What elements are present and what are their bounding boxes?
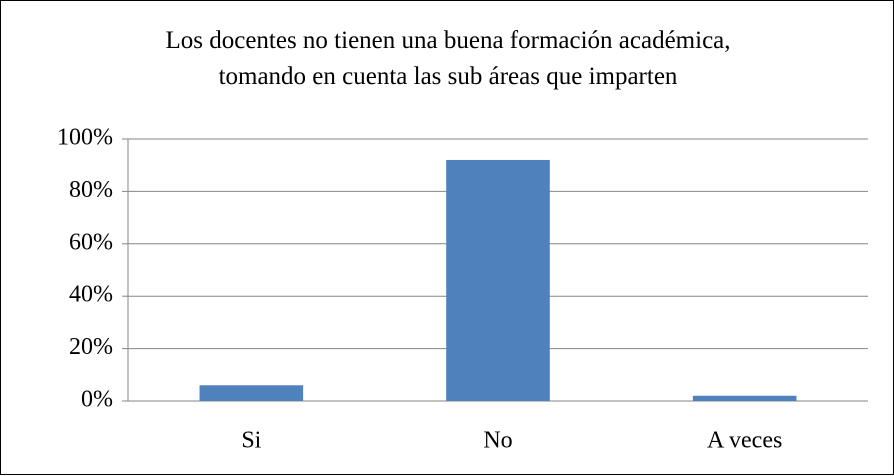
y-tick-label: 60% — [69, 229, 113, 255]
chart-title: Los docentes no tienen una buena formaci… — [165, 27, 731, 90]
y-tick-label: 0% — [81, 387, 113, 413]
bar — [199, 385, 304, 401]
y-tick-label: 20% — [69, 334, 113, 360]
x-tick-label: Si — [241, 428, 261, 454]
x-tick-label: A veces — [707, 428, 782, 454]
bar — [692, 395, 797, 401]
y-tick-label: 100% — [57, 125, 113, 151]
x-tick-label: No — [483, 428, 512, 454]
y-tick-label: 40% — [69, 282, 113, 308]
bar — [446, 159, 550, 401]
y-tick-label: 80% — [69, 177, 113, 203]
